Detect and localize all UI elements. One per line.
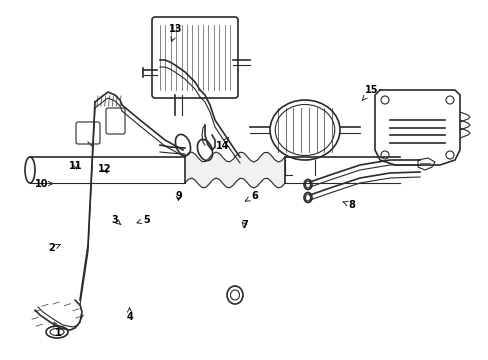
Text: 12: 12 <box>98 164 112 174</box>
Text: 2: 2 <box>48 243 60 253</box>
Text: 4: 4 <box>126 308 133 322</box>
Text: 1: 1 <box>54 322 62 338</box>
Text: 8: 8 <box>342 200 355 210</box>
Text: 5: 5 <box>137 215 150 225</box>
Text: 11: 11 <box>69 161 82 171</box>
Text: 10: 10 <box>35 179 53 189</box>
Text: 3: 3 <box>111 215 121 225</box>
Text: 13: 13 <box>169 24 183 41</box>
Polygon shape <box>417 158 434 170</box>
Text: 14: 14 <box>215 138 229 151</box>
Text: 15: 15 <box>362 85 378 100</box>
Text: 6: 6 <box>245 191 257 201</box>
Text: 9: 9 <box>175 191 182 201</box>
Text: 7: 7 <box>241 220 247 230</box>
